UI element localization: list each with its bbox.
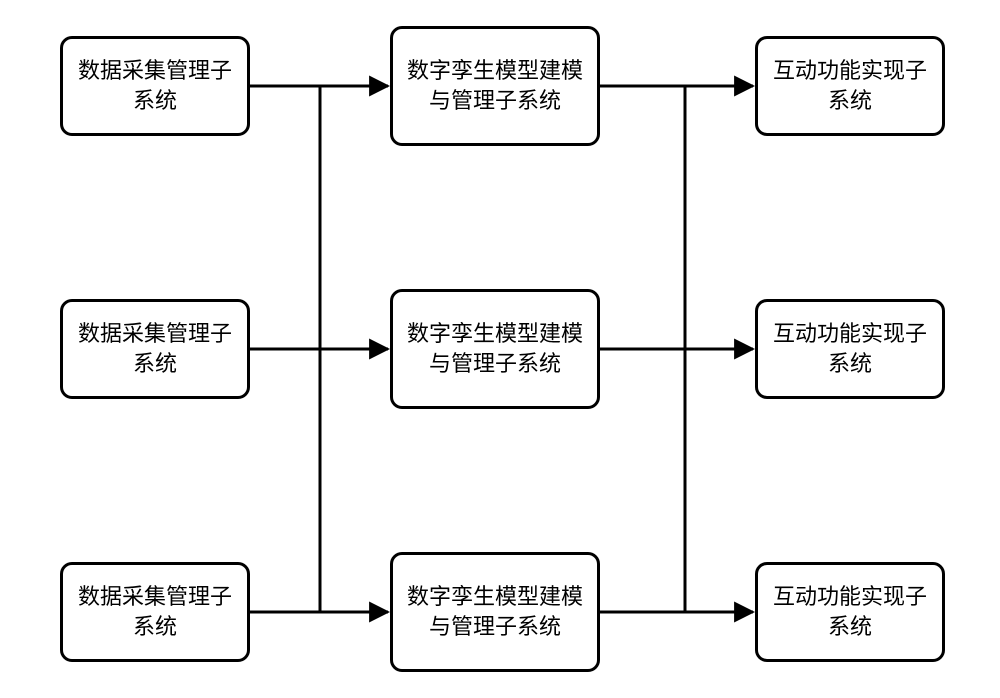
- node-n11: 数据采集管理子系统: [60, 36, 250, 136]
- node-label: 互动功能实现子系统: [772, 56, 928, 115]
- node-n23: 数字孪生模型建模与管理子系统: [390, 552, 600, 672]
- node-n13: 数据采集管理子系统: [60, 562, 250, 662]
- node-n12: 数据采集管理子系统: [60, 299, 250, 399]
- node-label: 数字孪生模型建模与管理子系统: [407, 56, 583, 115]
- node-label: 互动功能实现子系统: [772, 319, 928, 378]
- node-label: 数字孪生模型建模与管理子系统: [407, 582, 583, 641]
- node-n21: 数字孪生模型建模与管理子系统: [390, 26, 600, 146]
- node-label: 数字孪生模型建模与管理子系统: [407, 319, 583, 378]
- node-n31: 互动功能实现子系统: [755, 36, 945, 136]
- node-n32: 互动功能实现子系统: [755, 299, 945, 399]
- node-n22: 数字孪生模型建模与管理子系统: [390, 289, 600, 409]
- node-label: 数据采集管理子系统: [77, 319, 233, 378]
- node-label: 互动功能实现子系统: [772, 582, 928, 641]
- node-label: 数据采集管理子系统: [77, 56, 233, 115]
- node-n33: 互动功能实现子系统: [755, 562, 945, 662]
- diagram-canvas: 数据采集管理子系统数据采集管理子系统数据采集管理子系统数字孪生模型建模与管理子系…: [0, 0, 1000, 698]
- node-label: 数据采集管理子系统: [77, 582, 233, 641]
